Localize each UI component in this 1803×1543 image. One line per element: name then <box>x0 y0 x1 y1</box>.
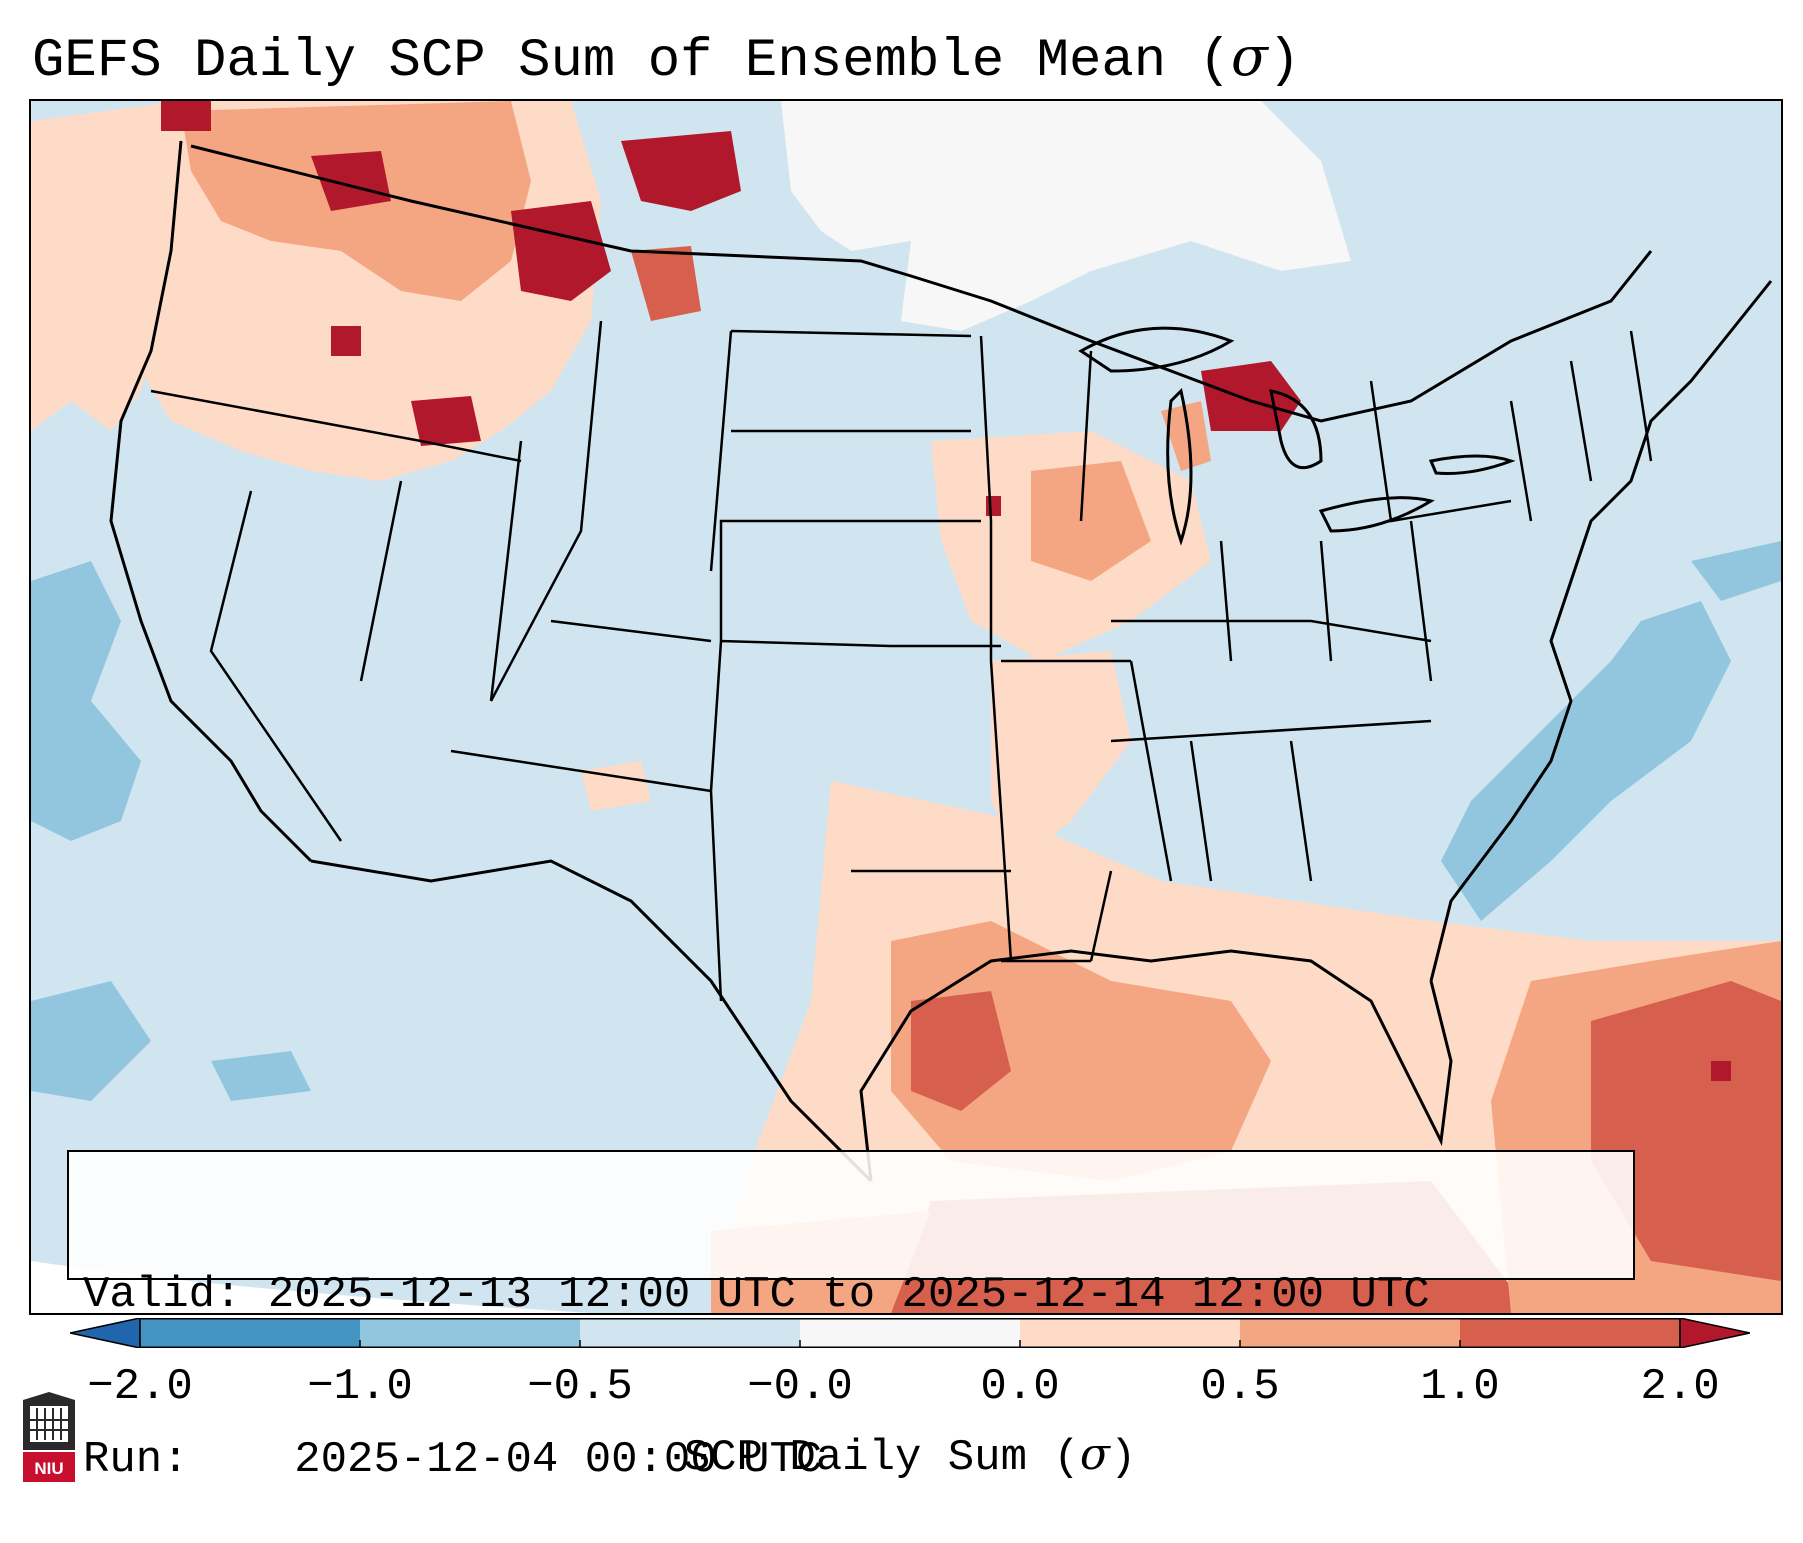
title-close: ) <box>1267 31 1301 92</box>
colorbar-tick-label: 0.0 <box>980 1362 1060 1412</box>
anomaly-texas-coast-red <box>911 991 1011 1111</box>
run-label: Run: <box>83 1435 189 1485</box>
colorbar-segment <box>360 1318 581 1348</box>
border-mexico <box>310 859 873 1183</box>
colorbar-extend-low <box>70 1318 141 1348</box>
valid-label: Valid: <box>83 1270 242 1320</box>
title-sigma: σ <box>1231 25 1268 88</box>
colorbar-segment <box>1460 1318 1681 1348</box>
valid-value: 2025-12-13 12:00 UTC to 2025-12-14 12:00… <box>267 1270 1430 1320</box>
colorbar-segment <box>800 1318 1021 1348</box>
colorbar-frame <box>139 1318 1681 1348</box>
lake-superior <box>1078 326 1235 373</box>
coast-gulf <box>859 949 1453 1182</box>
anomaly-canada-north-red <box>161 101 211 131</box>
anomaly-map <box>31 101 1781 1313</box>
colorbar-label-text: SCP Daily Sum ( <box>683 1433 1080 1483</box>
colorbar-segment <box>1240 1318 1461 1348</box>
colorbar-segment <box>1020 1318 1241 1348</box>
anomaly-idaho-red <box>411 396 481 446</box>
lake-huron <box>1269 389 1323 470</box>
anomaly-montana-red <box>621 131 741 211</box>
colorbar-label-sigma: σ <box>1079 1429 1110 1480</box>
state-lines <box>150 320 1653 1002</box>
anomaly-texas-coast-salmon <box>891 921 1271 1181</box>
anomaly-oregon-red <box>331 326 361 356</box>
boundaries <box>109 140 1773 1183</box>
colorbar-tick-label: 0.5 <box>1200 1362 1280 1412</box>
anomaly-pacific-blue <box>31 561 141 841</box>
logo-text: NIU <box>34 1459 63 1478</box>
border-canada <box>190 144 1653 423</box>
colorbar-tick-label: −0.5 <box>527 1362 633 1412</box>
info-box: Valid: 2025-12-13 12:00 UTC to 2025-12-1… <box>67 1150 1635 1485</box>
colorbar-tick-label: 1.0 <box>1420 1362 1500 1412</box>
run-value: 2025-12-04 00:00 UTC <box>294 1435 823 1485</box>
anomaly-bahamas-dark <box>1711 1061 1731 1081</box>
projection-edge-left <box>31 1261 591 1313</box>
anomaly-arkansas <box>991 651 1131 861</box>
anomaly-pacific-coast <box>31 101 181 431</box>
coast-west <box>109 140 313 863</box>
anomaly-pacific-blue-2 <box>31 981 151 1101</box>
colorbar-tick-label: 2.0 <box>1640 1362 1720 1412</box>
colorbar-segment <box>140 1318 361 1348</box>
colorbar-label: SCP Daily Sum (σ) <box>684 1428 1137 1485</box>
anomaly-montana-red-2 <box>511 201 611 301</box>
colorbar-tick-label: −1.0 <box>307 1362 413 1412</box>
coast-east <box>1429 280 1773 982</box>
run-row: Run: 2025-12-04 00:00 UTC <box>83 1433 1619 1488</box>
valid-row: Valid: 2025-12-13 12:00 UTC to 2025-12-1… <box>83 1268 1619 1323</box>
colorbar <box>70 1318 1750 1348</box>
anomaly-montana-dark <box>631 246 701 321</box>
niu-logo: NIU <box>23 1392 75 1482</box>
anomaly-atlantic-blue-2 <box>1691 541 1781 601</box>
colorbar-tick-label: −0.0 <box>747 1362 853 1412</box>
anomaly-iowa-red-dot <box>986 496 1001 516</box>
anomaly-bahamas-red <box>1591 981 1781 1281</box>
lake-michigan <box>1166 388 1193 546</box>
anomaly-pacific-blue-3 <box>211 1051 311 1101</box>
neutral-region-canada <box>781 101 1351 331</box>
anomaly-washington-red <box>311 151 391 211</box>
colorbar-label-close: ) <box>1109 1433 1137 1483</box>
logo-building-icon <box>30 1406 68 1442</box>
map-panel <box>29 99 1783 1315</box>
anomaly-atlantic-blue <box>1441 601 1731 921</box>
lake-erie <box>1318 496 1435 533</box>
anomaly-illinois-salmon <box>1031 461 1151 581</box>
anomaly-michigan-salmon <box>1161 401 1211 471</box>
title-text: GEFS Daily SCP Sum of Ensemble Mean ( <box>32 31 1231 92</box>
colorbar-extend-high <box>1679 1318 1750 1348</box>
logo-banner <box>23 1452 75 1482</box>
colorbar-tick-label: −2.0 <box>87 1362 193 1412</box>
map-title: GEFS Daily SCP Sum of Ensemble Mean (σ) <box>32 22 1300 97</box>
logo-columns-icon <box>30 1408 68 1440</box>
lake-ontario <box>1428 454 1516 475</box>
colorbar-segment <box>580 1318 801 1348</box>
